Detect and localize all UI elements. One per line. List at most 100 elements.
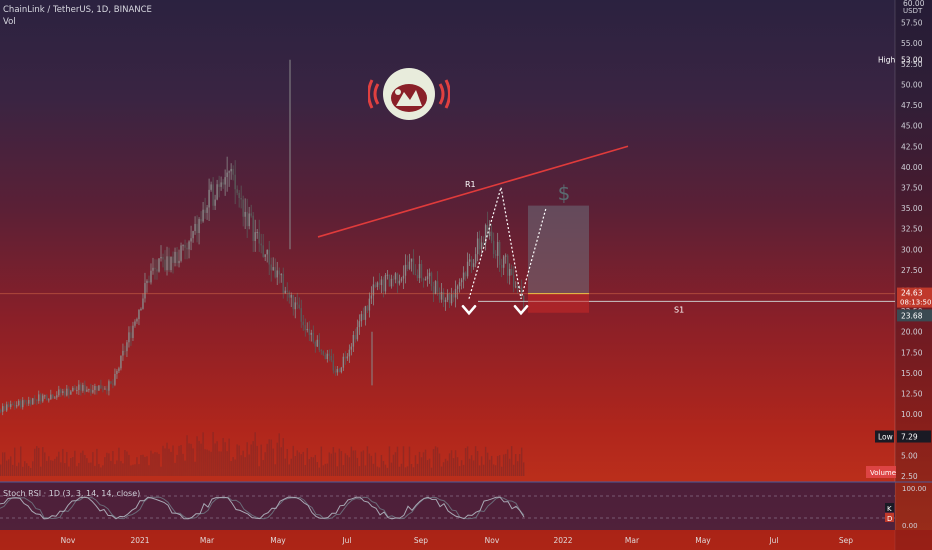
volume-bar bbox=[312, 457, 314, 476]
candle-body bbox=[192, 231, 194, 239]
volume-bar bbox=[170, 451, 172, 476]
volume-bar bbox=[228, 438, 230, 476]
volume-bar bbox=[370, 455, 373, 476]
volume-bar bbox=[344, 453, 347, 476]
volume-bar bbox=[116, 460, 118, 476]
volume-bar bbox=[422, 452, 425, 476]
candle-body bbox=[378, 282, 381, 286]
volume-bar bbox=[300, 454, 302, 476]
candle-body bbox=[260, 243, 262, 246]
volume-bar bbox=[316, 462, 319, 476]
candle-body bbox=[68, 388, 70, 395]
volume-bar bbox=[318, 467, 321, 476]
volume-bar bbox=[224, 442, 226, 476]
candle-body bbox=[204, 209, 206, 213]
candle-body bbox=[452, 294, 455, 298]
volume-bar bbox=[262, 460, 264, 476]
candle-body bbox=[370, 295, 373, 299]
candle-body bbox=[206, 207, 208, 213]
volume-bar bbox=[218, 451, 220, 476]
volume-bar bbox=[328, 452, 331, 476]
volume-bar bbox=[118, 447, 120, 476]
candle-body bbox=[222, 182, 224, 185]
candle-body bbox=[412, 258, 415, 275]
volume-bar bbox=[268, 439, 270, 476]
volume-bar bbox=[78, 462, 80, 476]
price-tick: 27.50 bbox=[901, 266, 923, 275]
candle-body bbox=[158, 258, 160, 272]
candle-body bbox=[238, 192, 240, 198]
candle-body bbox=[188, 241, 190, 250]
volume-bar bbox=[90, 462, 92, 476]
volume-bar bbox=[396, 446, 399, 476]
candle-body bbox=[258, 232, 260, 244]
volume-bar bbox=[358, 466, 361, 476]
candle-body bbox=[424, 279, 427, 281]
candle-body bbox=[30, 400, 32, 405]
volume-bar bbox=[240, 455, 242, 476]
volume-bar bbox=[178, 445, 180, 476]
candle-body bbox=[106, 388, 108, 391]
time-tick: Sep bbox=[839, 536, 853, 545]
volume-bar bbox=[450, 450, 453, 476]
candle-body bbox=[326, 353, 329, 359]
osc-k-line bbox=[0, 496, 525, 520]
volume-bar bbox=[200, 443, 202, 476]
candle-body bbox=[328, 353, 331, 356]
candle-body bbox=[170, 256, 172, 271]
volume-bar bbox=[278, 433, 280, 476]
volume-bar bbox=[154, 452, 156, 476]
volume-bar bbox=[194, 461, 196, 476]
candle-body bbox=[10, 404, 12, 407]
volume-bar bbox=[44, 452, 46, 476]
zigzag-path bbox=[468, 187, 547, 299]
candle-body bbox=[114, 373, 116, 385]
candle-body bbox=[376, 282, 379, 287]
candle-body bbox=[26, 402, 28, 404]
volume-bar bbox=[336, 466, 339, 476]
candle-body bbox=[4, 406, 6, 411]
volume-bar bbox=[394, 452, 397, 476]
volume-bar bbox=[216, 441, 218, 476]
volume-bar bbox=[230, 461, 232, 476]
candle-body bbox=[118, 368, 120, 372]
candle-body bbox=[472, 263, 475, 267]
volume-bar bbox=[254, 432, 256, 476]
time-tick: May bbox=[695, 536, 711, 545]
volume-bar bbox=[346, 455, 349, 476]
volume-bar bbox=[496, 456, 499, 476]
candle-body bbox=[490, 231, 493, 241]
volume-bar bbox=[322, 465, 325, 476]
candle-body bbox=[38, 394, 40, 402]
volume-bar bbox=[30, 467, 32, 476]
candle-body bbox=[270, 264, 272, 271]
candle-body bbox=[156, 269, 158, 272]
candle-body bbox=[336, 369, 339, 373]
volume-bar bbox=[456, 457, 459, 476]
volume-bar bbox=[4, 452, 6, 476]
candle-body bbox=[144, 283, 146, 299]
candle-body bbox=[232, 168, 234, 175]
candle-body bbox=[14, 405, 16, 407]
volume-bar bbox=[510, 446, 513, 476]
volume-bar bbox=[18, 462, 20, 476]
volume-bar bbox=[86, 458, 88, 476]
candle-body bbox=[394, 273, 397, 280]
candle-body bbox=[122, 350, 124, 356]
volume-bar bbox=[144, 456, 146, 476]
support-price-box bbox=[897, 309, 932, 322]
volume-bar bbox=[168, 448, 170, 476]
volume-bar bbox=[274, 464, 276, 476]
candle-body bbox=[228, 171, 230, 173]
volume-bar bbox=[180, 444, 182, 476]
volume-bar bbox=[448, 453, 451, 476]
volume-bar bbox=[332, 447, 335, 476]
candle-body bbox=[366, 306, 369, 311]
candle-body bbox=[86, 389, 88, 392]
volume-bar bbox=[136, 457, 138, 476]
candle-body bbox=[402, 275, 405, 279]
candle-body bbox=[64, 391, 66, 396]
volume-bar bbox=[478, 465, 481, 476]
candle-body bbox=[198, 219, 200, 234]
